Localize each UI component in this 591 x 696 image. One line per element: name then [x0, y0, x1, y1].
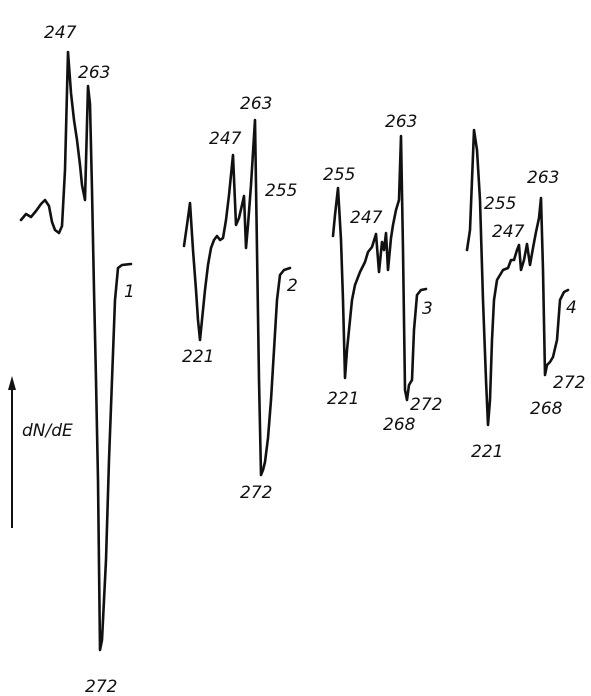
spectrum-3: 255 247 263 221 272 268 3 [323, 112, 442, 435]
spectrum-1: 247 263 272 1 [19, 23, 135, 696]
peak-label: 221 [327, 389, 359, 409]
peak-label: 263 [527, 168, 559, 188]
series-line [331, 134, 428, 402]
series-label: 1 [124, 282, 135, 302]
peak-label: 272 [85, 677, 117, 696]
peak-label: 247 [350, 208, 383, 228]
peak-label: 221 [471, 442, 503, 462]
series-line [182, 118, 292, 477]
series-line [465, 128, 570, 427]
series-label: 4 [566, 298, 577, 318]
spectrum-4: 255 247 263 221 272 268 4 [465, 128, 585, 462]
series-label: 2 [287, 276, 298, 296]
peak-label: 255 [323, 165, 355, 185]
peak-label: 263 [385, 112, 417, 132]
spectrum-2: 221 247 263 255 272 2 [182, 94, 298, 503]
peak-label: 247 [492, 222, 525, 242]
series-label: 3 [422, 299, 433, 319]
peak-label: 255 [484, 194, 516, 214]
peak-label: 272 [240, 483, 272, 503]
peak-label: 268 [530, 399, 563, 419]
series-line [19, 50, 133, 652]
y-axis: dN/dE [8, 376, 73, 528]
y-axis-arrowhead [8, 376, 16, 390]
peak-label: 247 [44, 23, 77, 43]
peak-label: 263 [78, 63, 110, 83]
peak-label: 221 [182, 347, 214, 367]
peak-label: 255 [265, 181, 297, 201]
y-axis-label: dN/dE [22, 421, 73, 441]
peak-label: 272 [553, 373, 585, 393]
peak-label: 263 [240, 94, 272, 114]
peak-label: 247 [209, 129, 242, 149]
peak-label: 272 [410, 395, 442, 415]
peak-label: 268 [383, 415, 416, 435]
